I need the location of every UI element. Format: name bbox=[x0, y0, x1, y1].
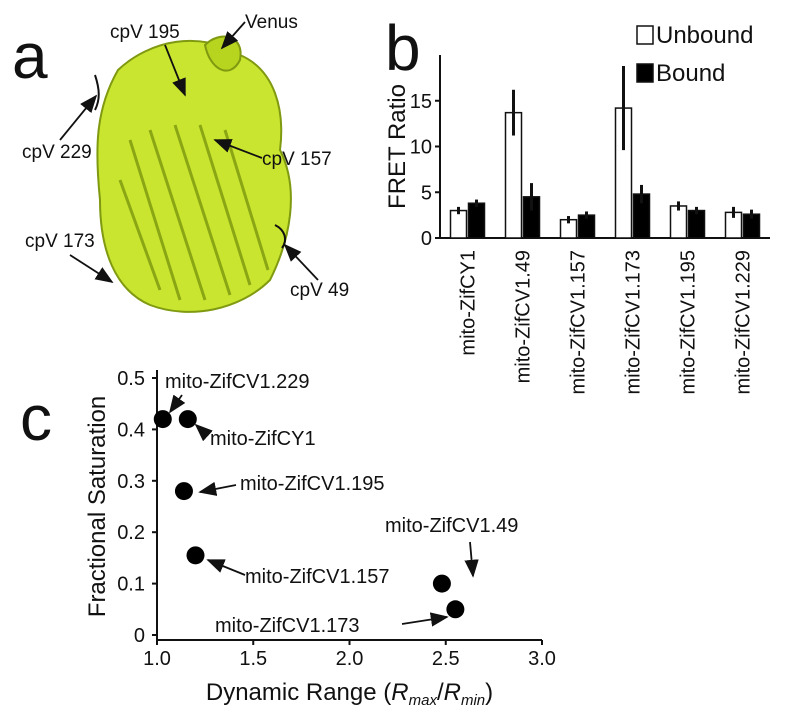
x-tick-label: 1.5 bbox=[239, 648, 267, 670]
structure-label: cpV 195 bbox=[110, 22, 180, 43]
arrow bbox=[220, 21, 246, 50]
axis bbox=[156, 370, 542, 641]
point-label: mito-ZifCY1 bbox=[210, 428, 316, 450]
x-axis-label-part: R bbox=[391, 679, 408, 706]
x-tick-label: mito-ZifCV1.49 bbox=[513, 250, 535, 383]
x-tick-label: 1.0 bbox=[143, 648, 171, 670]
y-tick-label: 0.2 bbox=[117, 522, 145, 544]
x-tick-label: 2.0 bbox=[336, 648, 364, 670]
protein-structure bbox=[94, 35, 292, 313]
x-axis-label: Dynamic Range (Rmax/Rmin) bbox=[206, 679, 493, 709]
legend-swatch bbox=[636, 25, 654, 45]
point-label: mito-ZifCV1.195 bbox=[240, 473, 385, 495]
arrow bbox=[69, 254, 114, 283]
y-tick-label: 0 bbox=[134, 625, 145, 647]
x-axis-label-part: / bbox=[437, 679, 444, 706]
point-label: mito-ZifCV1.49 bbox=[385, 515, 518, 537]
x-axis-label-part: Dynamic Range ( bbox=[206, 679, 391, 706]
x-tick-label: mito-ZifCY1 bbox=[458, 250, 480, 356]
y-axis-label: Fractional Saturation bbox=[84, 396, 111, 617]
legend-label: Bound bbox=[656, 60, 725, 87]
structure-label: cpV 49 bbox=[290, 280, 349, 301]
point bbox=[153, 410, 172, 429]
y-tick-label: 5 bbox=[421, 182, 432, 204]
arrow bbox=[213, 139, 263, 159]
point bbox=[446, 600, 465, 619]
x-axis-label-part: R bbox=[444, 679, 461, 706]
arrow bbox=[198, 481, 237, 496]
y-tick-label: 0 bbox=[421, 228, 432, 250]
arrow bbox=[168, 394, 186, 414]
arrow bbox=[59, 94, 98, 141]
arrow bbox=[401, 612, 449, 627]
bar bbox=[669, 205, 688, 239]
bar bbox=[687, 209, 706, 239]
point bbox=[178, 410, 197, 429]
bar bbox=[449, 209, 468, 239]
arrow bbox=[206, 559, 246, 576]
x-tick-label: mito-ZifCV1.173 bbox=[623, 250, 645, 395]
structure-label: Venus bbox=[245, 12, 298, 33]
arrow bbox=[283, 243, 319, 281]
y-axis-label: FRET Ratio bbox=[384, 84, 411, 209]
panel-letter: b bbox=[385, 12, 421, 84]
y-tick-label: 0.1 bbox=[117, 574, 145, 596]
x-axis-label-part: min bbox=[461, 692, 485, 709]
point bbox=[186, 546, 205, 565]
y-tick-label: 0.3 bbox=[117, 471, 145, 493]
x-tick-label: mito-ZifCV1.229 bbox=[733, 250, 755, 395]
panel-letter: a bbox=[12, 20, 48, 92]
x-axis-label-part: max bbox=[409, 692, 438, 709]
legend-swatch bbox=[636, 63, 654, 83]
arrow bbox=[194, 423, 213, 442]
arrow bbox=[464, 541, 479, 578]
y-tick-label: 0.5 bbox=[117, 368, 145, 390]
point bbox=[174, 482, 193, 501]
x-tick-label: mito-ZifCV1.157 bbox=[568, 250, 590, 395]
point bbox=[432, 574, 451, 593]
arrow bbox=[164, 44, 186, 97]
bar bbox=[467, 202, 486, 239]
y-tick-label: 15 bbox=[410, 91, 432, 113]
x-tick-label: mito-ZifCV1.195 bbox=[678, 250, 700, 395]
x-axis-label-part: ) bbox=[485, 679, 493, 706]
structure-label: cpV 173 bbox=[25, 231, 95, 252]
structure-label: cpV 229 bbox=[22, 142, 92, 163]
point-label: mito-ZifCV1.157 bbox=[245, 566, 390, 588]
point-label: mito-ZifCV1.229 bbox=[165, 371, 310, 393]
x-tick-label: 2.5 bbox=[432, 648, 460, 670]
point-label: mito-ZifCV1.173 bbox=[215, 615, 360, 637]
legend-label: Unbound bbox=[656, 22, 753, 49]
y-tick-label: 10 bbox=[410, 137, 432, 159]
x-tick-label: 3.0 bbox=[528, 648, 556, 670]
panel-letter: c bbox=[20, 382, 52, 454]
y-tick-label: 0.4 bbox=[117, 419, 145, 441]
structure-label: cpV 157 bbox=[262, 149, 332, 170]
